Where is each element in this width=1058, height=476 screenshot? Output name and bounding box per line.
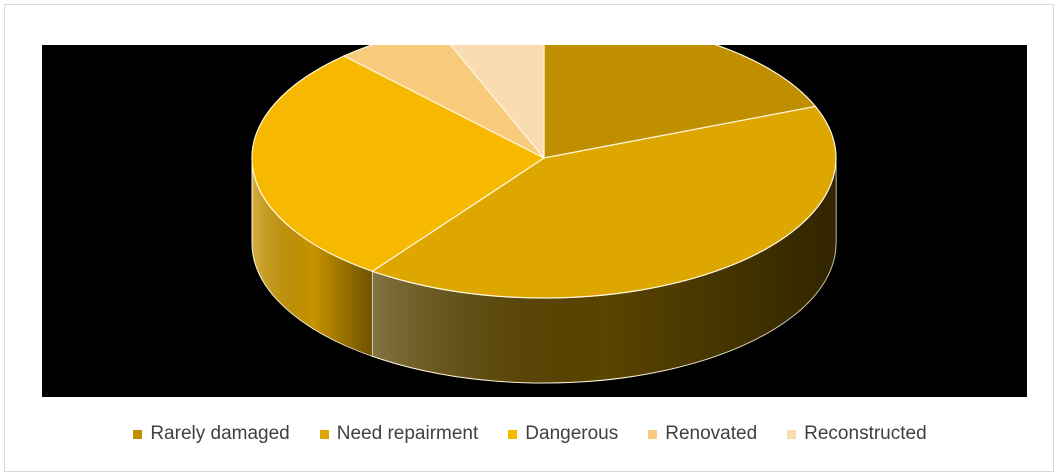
legend-label: Need repairment: [336, 423, 479, 444]
plot-area: [42, 45, 1027, 397]
legend-swatch: [787, 429, 797, 439]
pie-side-shade: [252, 158, 373, 357]
legend-label: Renovated: [665, 423, 758, 444]
pie-side-shade: [372, 158, 836, 383]
pie-tops: [251, 45, 837, 299]
legend-item-need-repairment: Need repairment: [319, 423, 479, 445]
pie-sides: [251, 157, 837, 384]
legend-item-dangerous: Dangerous: [508, 423, 618, 445]
legend-label: Dangerous: [525, 423, 619, 444]
legend-item-renovated: Renovated: [648, 423, 757, 445]
chart-frame: Rarely damaged Need repairment Dangerous Re…: [4, 4, 1054, 472]
legend-item-reconstructed: Reconstructed: [787, 423, 927, 445]
pie-slice-reconstructed: [449, 45, 545, 160]
legend-swatch: [508, 429, 518, 439]
legend-swatch: [133, 429, 143, 439]
legend-swatch: [319, 429, 329, 439]
pie-slice-rarely-damaged: [543, 45, 817, 159]
legend-label: Reconstructed: [804, 423, 927, 444]
legend: Rarely damaged Need repairment Dangerous Re…: [5, 423, 1055, 445]
pie-slice-dangerous: [251, 55, 546, 272]
legend-label: Rarely damaged: [150, 423, 290, 444]
pie-slice-renovated: [342, 45, 545, 159]
pie-slice-need-repairment: [371, 105, 837, 299]
legend-swatch: [648, 429, 658, 439]
legend-item-rarely-damaged: Rarely damaged: [133, 423, 290, 445]
pie-chart: [251, 45, 837, 384]
